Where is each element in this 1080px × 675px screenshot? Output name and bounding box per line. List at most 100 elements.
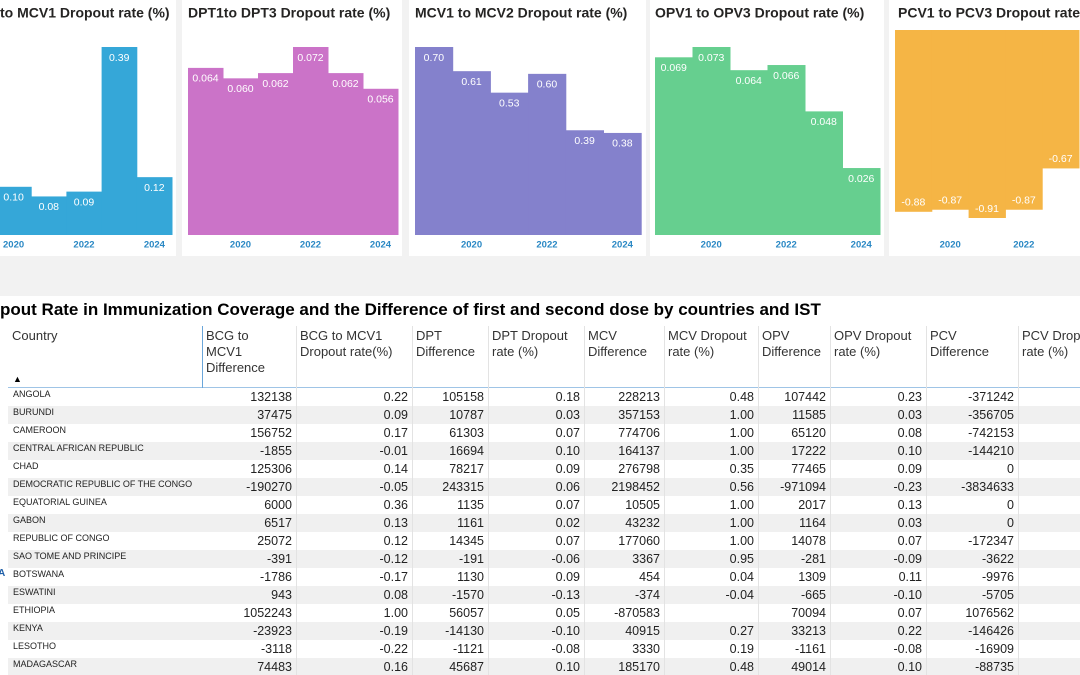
- table-cell: -371242: [968, 390, 1014, 404]
- country-name: MADAGASCAR: [13, 659, 78, 669]
- table-cell: -14130: [445, 624, 484, 638]
- table-cell: 3367: [632, 552, 660, 566]
- column-header[interactable]: BCG to MCV1 Difference: [206, 328, 266, 375]
- table-cell: 0.08: [383, 588, 408, 602]
- table-cell: 185170: [618, 660, 660, 674]
- column-header[interactable]: DPT Dropout rate (%): [492, 328, 568, 359]
- country-name: ETHIOPIA: [13, 605, 56, 615]
- row-background: [8, 406, 1080, 424]
- table-cell: 77465: [791, 462, 826, 476]
- data-label: 0.60: [537, 79, 558, 91]
- table-cell: 357153: [618, 408, 660, 422]
- table-cell: 6000: [264, 498, 292, 512]
- table-cell: 0.05: [555, 606, 580, 620]
- table-cell: -0.08: [893, 642, 923, 656]
- table-cell: -5705: [982, 588, 1014, 602]
- column-header[interactable]: PCV Difference: [930, 328, 990, 359]
- data-label: 0.08: [39, 201, 60, 213]
- table-cell: 164137: [618, 444, 660, 458]
- table-cell: 25072: [257, 534, 292, 548]
- step-area: [767, 65, 806, 235]
- table-cell: 0.23: [897, 390, 922, 404]
- x-tick-label: 2022: [1013, 240, 1034, 251]
- x-tick-label: 2024: [370, 240, 392, 251]
- table-cell: 0.13: [383, 516, 408, 530]
- column-header[interactable]: MCV Dropout rate (%): [668, 328, 747, 359]
- column-header[interactable]: BCG to MCV1 Dropout rate(%): [300, 328, 393, 359]
- step-area: [931, 30, 970, 210]
- table-cell: 33213: [791, 624, 826, 638]
- table-cell: 0.14: [383, 462, 408, 476]
- chart-title: PCV1 to PCV3 Dropout rate: [898, 5, 1080, 21]
- table-cell: -971094: [780, 480, 826, 494]
- row-background: [8, 442, 1080, 460]
- table-cell: -0.19: [379, 624, 409, 638]
- row-background: [8, 622, 1080, 640]
- step-area: [805, 111, 843, 235]
- row-background: [8, 424, 1080, 442]
- header-line: [8, 387, 1080, 388]
- table-cell: 1135: [457, 498, 484, 512]
- table-cell: -3622: [982, 552, 1014, 566]
- column-separator: [296, 326, 297, 675]
- column-separator: [926, 326, 927, 675]
- table-cell: 0.11: [898, 570, 922, 584]
- table-cell: 0: [1007, 498, 1014, 512]
- data-label: -0.91: [975, 203, 999, 215]
- table-cell: 1164: [799, 516, 826, 530]
- table-cell: -9976: [982, 570, 1014, 584]
- step-area: [565, 130, 604, 235]
- table-cell: -0.01: [379, 444, 409, 458]
- row-background: [8, 496, 1080, 514]
- table-cell: 0.13: [897, 498, 922, 512]
- data-label: 0.072: [297, 52, 323, 64]
- country-name: ANGOLA: [13, 389, 51, 399]
- data-label: 0.12: [144, 182, 165, 194]
- x-tick-label: 2020: [940, 240, 961, 251]
- country-name: ESWATINI: [13, 587, 56, 597]
- column-separator: [412, 326, 413, 675]
- data-label: 0.062: [262, 78, 288, 90]
- country-name: CENTRAL AFRICAN REPUBLIC: [13, 443, 144, 453]
- country-name: BOTSWANA: [13, 569, 65, 579]
- data-label: 0.069: [661, 62, 687, 74]
- table-cell: 125306: [250, 462, 292, 476]
- step-area: [363, 88, 399, 236]
- table-cell: -1855: [260, 444, 292, 458]
- column-header[interactable]: PCV Dropout rate (%): [1022, 328, 1080, 359]
- table-cell: 0.07: [897, 534, 922, 548]
- table-cell: 56057: [449, 606, 484, 620]
- table-cell: 943: [271, 588, 292, 602]
- table-cell: -0.05: [379, 480, 409, 494]
- column-header[interactable]: MCV Difference: [588, 328, 648, 359]
- column-header[interactable]: OPV Dropout rate (%): [834, 328, 912, 359]
- step-area: [490, 92, 529, 236]
- table-cell: 0.09: [383, 408, 408, 422]
- row-background: [8, 514, 1080, 532]
- table-cell: 74483: [257, 660, 292, 674]
- table-cell: 1.00: [729, 534, 754, 548]
- row-background: [8, 460, 1080, 478]
- step-area: [0, 186, 32, 235]
- table-cell: -1161: [794, 642, 826, 656]
- country-name: LESOTHO: [13, 641, 57, 651]
- table-cell: -0.12: [379, 552, 409, 566]
- table-cell: -3118: [260, 642, 292, 656]
- table-cell: 2198452: [611, 480, 660, 494]
- step-area: [328, 73, 364, 235]
- column-header[interactable]: OPV Difference: [762, 328, 822, 359]
- table-cell: -665: [800, 588, 826, 602]
- data-label: 0.39: [574, 135, 595, 147]
- data-label: 0.066: [773, 70, 799, 82]
- row-background: [8, 640, 1080, 658]
- column-header[interactable]: DPT Difference: [416, 328, 476, 359]
- table-cell: 0.03: [555, 408, 580, 422]
- table-cell: 177060: [618, 534, 660, 548]
- column-separator: [830, 326, 831, 675]
- table-cell: -191: [458, 552, 484, 566]
- step-area: [730, 70, 768, 235]
- column-header[interactable]: Country: [12, 328, 58, 343]
- table-cell: 14078: [791, 534, 826, 548]
- sort-arrow: ▲: [13, 374, 22, 384]
